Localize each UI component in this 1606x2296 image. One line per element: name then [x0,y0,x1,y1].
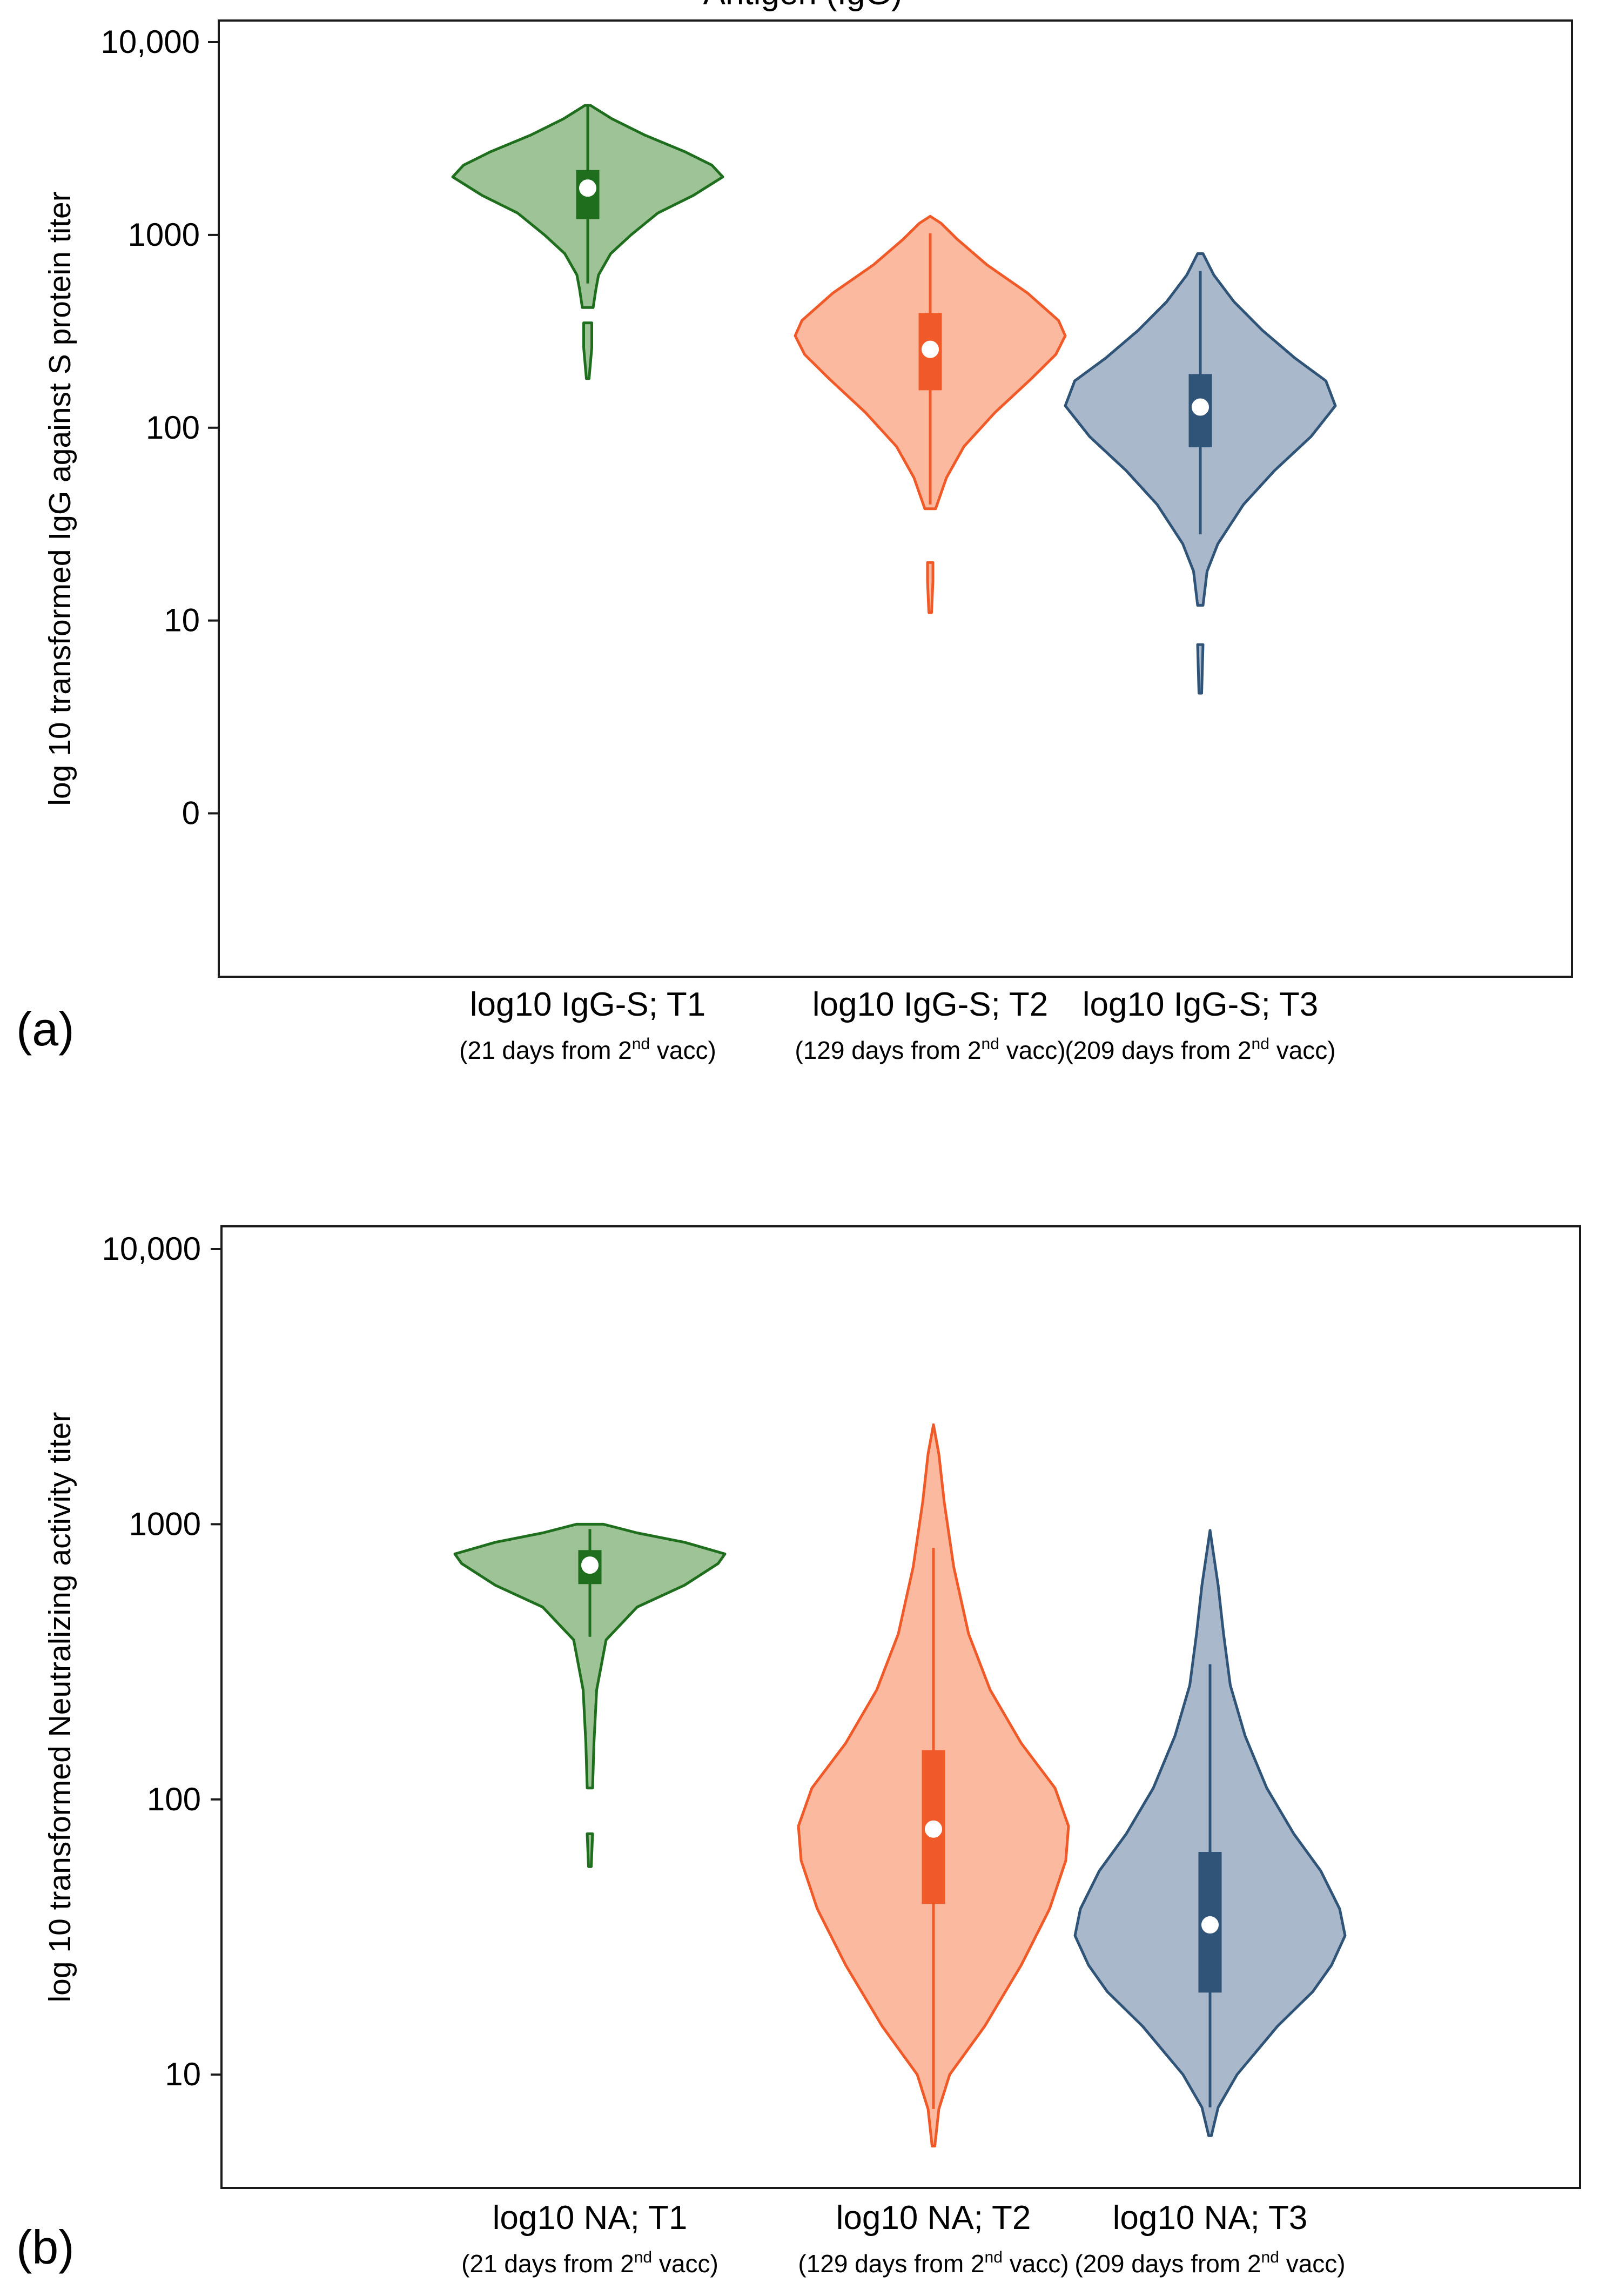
x-category-label: log10 NA; T3 [1113,2199,1308,2237]
panel-b-x-labels: log10 NA; T1 (21 days from 2nd vacc) log10… [461,2199,1345,2278]
panel-b-label: (b) [16,2220,75,2274]
violin-body [926,561,935,614]
panel-a-plot-frame [218,19,1573,978]
violin-median-marker [1201,1916,1219,1934]
x-category-label: log10 IgG-S; T1 [470,986,706,1023]
panel-b: log 10 transformed Neutralizing activity… [16,1225,1581,2278]
panel-b-y-ticks: 10,000 1000 100 10 [102,1231,221,2092]
y-tick-label: 0 [182,795,200,831]
violin-median-marker [1192,398,1209,416]
panel-a-y-axis-label: log 10 transformed IgG against S protein… [43,191,77,805]
panel-b-plot-frame [220,1225,1581,2189]
x-category-label: log10 IgG-S; T2 [812,986,1049,1023]
x-category-label: log10 NA; T2 [836,2199,1031,2237]
y-tick-label: 10,000 [102,1231,201,1267]
x-category-sublabel: (209 days from 2nd vacc) [1065,1035,1335,1064]
violin-median-marker [579,179,596,197]
figure-top-title: Antigen (IgG) [703,0,903,12]
x-category-label: log10 NA; T1 [493,2199,688,2237]
violin-body [453,1522,727,1790]
y-tick-label: 1000 [128,217,200,253]
panel-a-x-labels: log10 IgG-S; T1 (21 days from 2nd vacc) lo… [459,986,1335,1064]
violin-body [582,321,593,380]
x-category-sublabel: (21 days from 2nd vacc) [461,2248,718,2278]
y-tick-label: 10,000 [100,24,200,60]
panel-b-y-axis-label: log 10 transformed Neutralizing activity… [43,1412,77,2003]
violin-median-marker [581,1556,599,1574]
y-tick-label: 1000 [129,1506,201,1542]
y-tick-label: 10 [165,2056,201,2092]
y-tick-label: 100 [146,409,200,446]
x-category-label: log10 IgG-S; T3 [1083,986,1319,1023]
panel-a-label: (a) [16,1002,75,1056]
y-tick-label: 10 [164,602,200,639]
violin-body [586,1832,594,1868]
violin-median-marker [925,1820,942,1838]
panel-a: log 10 transformed IgG against S protein… [16,19,1573,1064]
panel-a-violins [451,104,1337,695]
x-category-sublabel: (129 days from 2nd vacc) [795,1035,1065,1064]
panel-b-violins [453,1423,1347,2147]
x-category-sublabel: (209 days from 2nd vacc) [1074,2248,1345,2278]
x-category-sublabel: (21 days from 2nd vacc) [459,1035,716,1064]
violin-median-marker [922,340,939,358]
x-category-sublabel: (129 days from 2nd vacc) [798,2248,1069,2278]
violin-body [1196,643,1205,695]
y-tick-label: 100 [147,1781,201,1817]
